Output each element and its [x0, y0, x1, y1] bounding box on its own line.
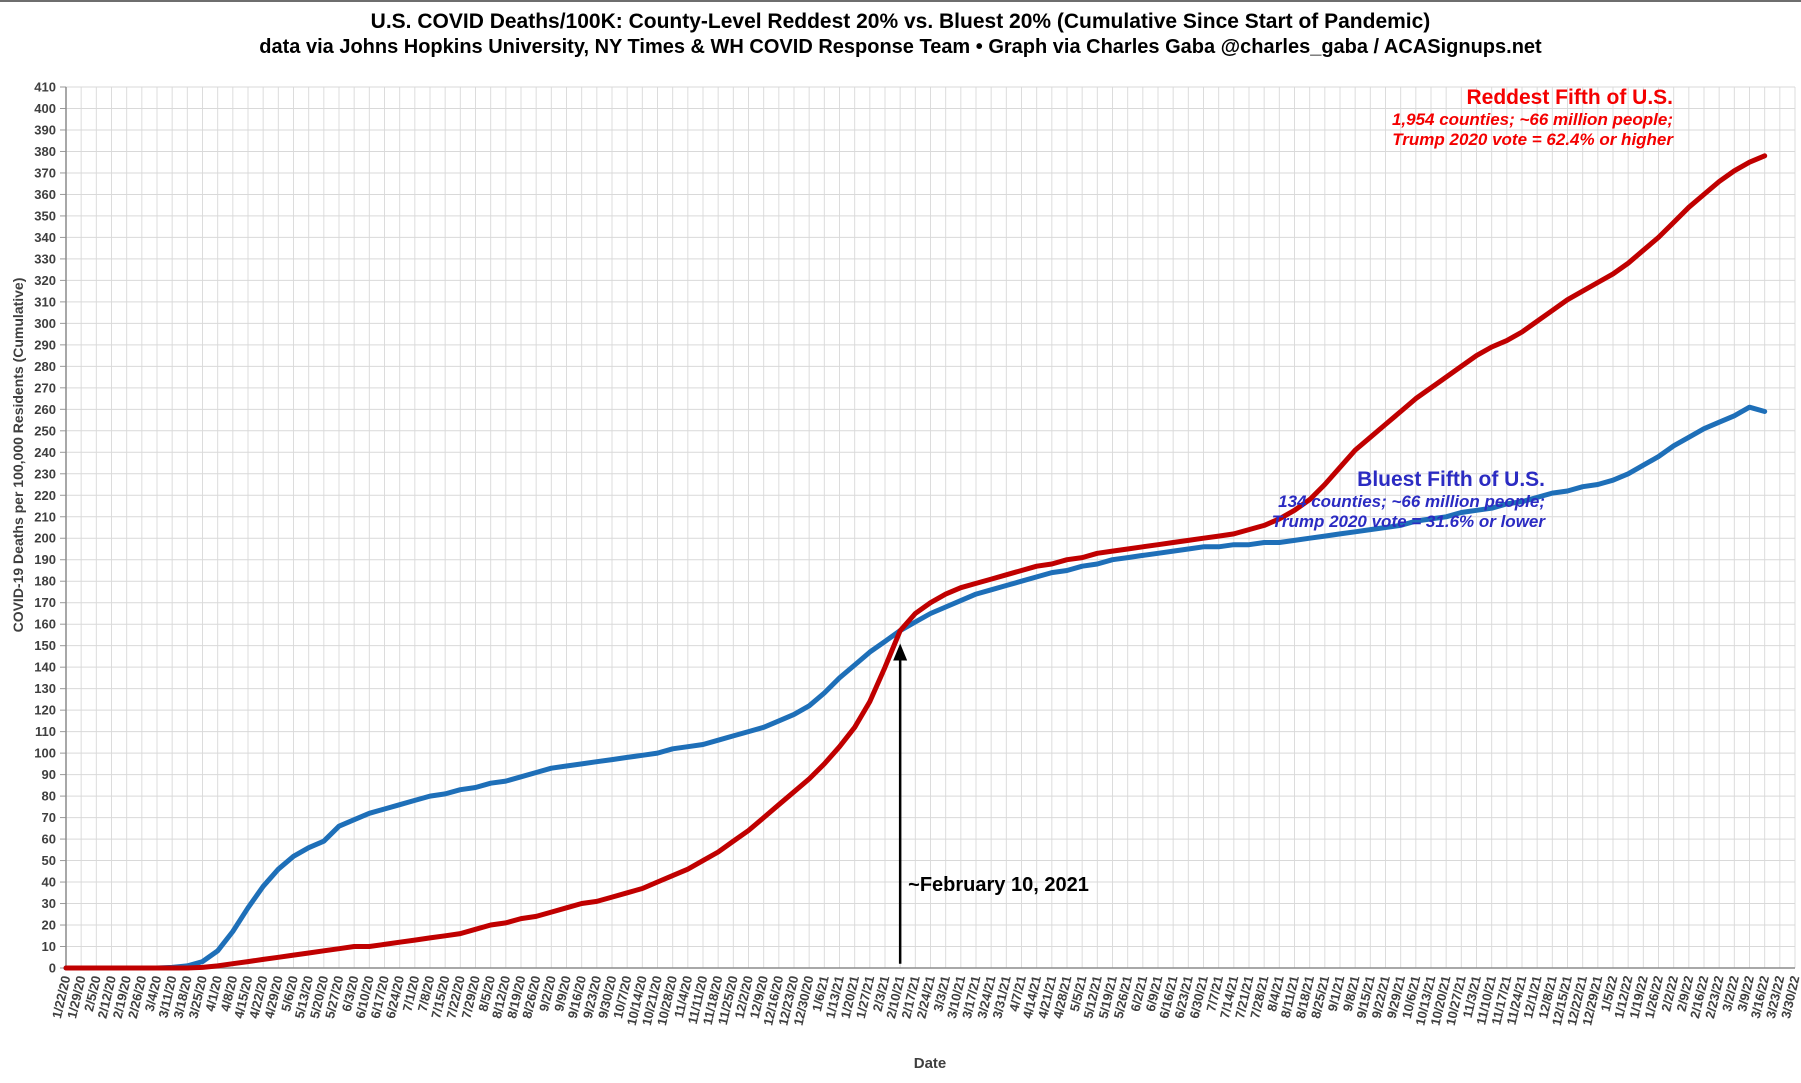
legend-bluest-title: Bluest Fifth of U.S. — [1357, 468, 1545, 491]
svg-text:290: 290 — [34, 337, 56, 352]
svg-text:30: 30 — [42, 896, 56, 911]
x-axis-title: Date — [913, 1055, 947, 1072]
svg-text:330: 330 — [34, 251, 56, 266]
svg-text:110: 110 — [35, 724, 56, 739]
legend-reddest-fifth: Reddest Fifth of U.S. 1,954 counties; ~6… — [1392, 86, 1673, 150]
svg-text:310: 310 — [34, 294, 56, 309]
y-axis-title: COVID-19 Deaths per 100,000 Residents (C… — [10, 277, 26, 633]
chart-subtitle: data via Johns Hopkins University, NY Ti… — [259, 36, 1542, 58]
svg-text:90: 90 — [42, 767, 56, 782]
svg-text:300: 300 — [34, 316, 56, 331]
legend-reddest-line2: Trump 2020 vote = 62.4% or higher — [1392, 130, 1673, 149]
svg-text:340: 340 — [34, 230, 56, 245]
svg-text:130: 130 — [34, 681, 56, 696]
chart-title: U.S. COVID Deaths/100K: County-Level Red… — [370, 10, 1431, 33]
svg-text:70: 70 — [42, 810, 56, 825]
svg-text:120: 120 — [34, 703, 56, 718]
svg-text:180: 180 — [34, 574, 56, 589]
svg-text:320: 320 — [34, 273, 56, 288]
svg-text:230: 230 — [34, 466, 56, 481]
svg-text:150: 150 — [34, 638, 56, 653]
svg-text:220: 220 — [34, 488, 56, 503]
legend-bluest-line1: 134 counties; ~66 million people; — [1278, 492, 1545, 511]
svg-text:250: 250 — [34, 423, 56, 438]
svg-text:170: 170 — [34, 595, 56, 610]
svg-text:190: 190 — [34, 552, 56, 567]
svg-text:240: 240 — [34, 445, 56, 460]
legend-bluest-fifth: Bluest Fifth of U.S. 134 counties; ~66 m… — [1272, 468, 1545, 532]
svg-text:60: 60 — [42, 832, 56, 847]
svg-text:10: 10 — [42, 939, 56, 954]
svg-text:100: 100 — [34, 746, 56, 761]
svg-text:0: 0 — [49, 961, 56, 976]
svg-text:20: 20 — [42, 918, 56, 933]
svg-text:370: 370 — [34, 165, 56, 180]
svg-text:280: 280 — [34, 359, 56, 374]
svg-text:200: 200 — [34, 531, 56, 546]
legend-reddest-title: Reddest Fifth of U.S. — [1466, 86, 1674, 109]
svg-text:390: 390 — [34, 122, 56, 137]
svg-text:400: 400 — [34, 101, 56, 116]
legend-reddest-line1: 1,954 counties; ~66 million people; — [1391, 110, 1673, 129]
svg-text:140: 140 — [34, 660, 56, 675]
svg-text:50: 50 — [42, 853, 56, 868]
svg-text:260: 260 — [34, 402, 56, 417]
svg-text:160: 160 — [34, 617, 56, 632]
title-block: U.S. COVID Deaths/100K: County-Level Red… — [0, 9, 1801, 60]
svg-text:40: 40 — [42, 875, 56, 890]
svg-text:210: 210 — [34, 509, 56, 524]
svg-text:360: 360 — [34, 187, 56, 202]
svg-text:410: 410 — [34, 80, 56, 95]
svg-text:380: 380 — [34, 144, 56, 159]
svg-text:270: 270 — [34, 380, 56, 395]
svg-text:350: 350 — [34, 208, 56, 223]
annotation-label: ~February 10, 2021 — [908, 874, 1089, 896]
svg-text:80: 80 — [42, 789, 56, 804]
legend-bluest-line2: Trump 2020 vote = 31.6% or lower — [1271, 512, 1545, 531]
